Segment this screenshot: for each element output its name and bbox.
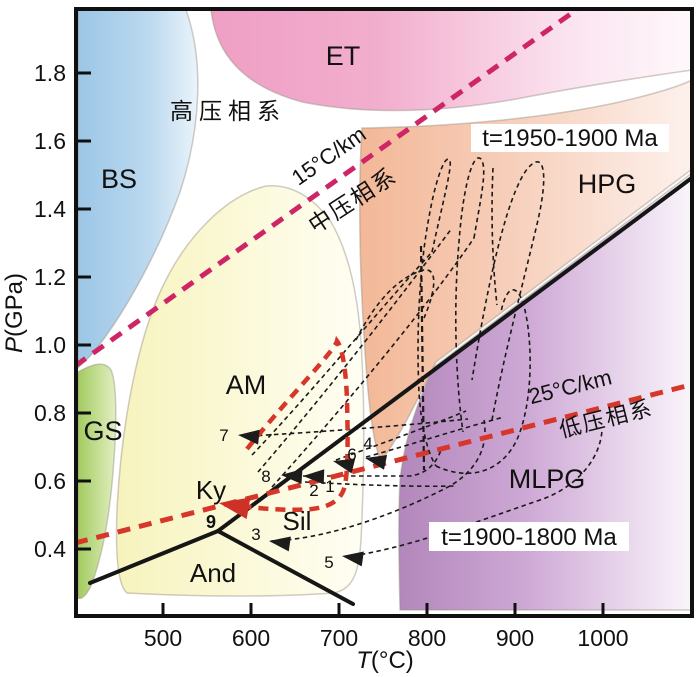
label-am: AM [226,370,267,400]
label-kyanite: Ky [196,475,226,505]
y-tick-label: 1.4 [34,196,66,222]
pt-loop [417,158,452,467]
y-tick-label: 0.4 [34,536,66,562]
red-pt-path [239,335,350,513]
time-label-late-box [429,522,629,551]
path-label-4: 4 [363,434,372,453]
label-sillimanite: Sil [283,506,312,536]
pt-loop [257,227,453,473]
and-sil-boundary [216,529,355,606]
x-tick-label: 900 [496,625,534,651]
pt-path-tail-1 [303,449,442,477]
y-tick-label: 1.6 [34,128,66,154]
x-tick-label: 800 [408,625,446,651]
pt-loop [355,269,435,341]
pt-loop [251,251,433,456]
y-axis-title: P(GPa) [1,273,28,353]
arrowhead-path-8 [281,468,303,484]
path-label-6: 6 [347,445,356,464]
pt-loop [435,289,531,475]
arrowhead-path-6 [333,458,356,474]
label-et: ET [326,41,361,71]
arrowhead-path-5 [342,551,364,567]
y-tick-label: 0.6 [34,468,66,494]
field-bs-blueschist [77,10,199,370]
pt-path-tail-6 [335,410,467,461]
path-label-7: 7 [219,426,228,445]
time-label-late: t=1900-1800 Ma [441,524,617,551]
x-axis-title: T(°C) [356,647,414,674]
pt-loop [419,245,426,471]
field-et-eclogite [210,10,691,112]
pt-path-tail-2 [304,481,456,488]
path-label-9: 9 [206,512,216,532]
x-tick-label: 600 [232,625,270,651]
y-tick-label: 1.0 [34,332,66,358]
label-gs: GS [83,416,122,446]
y-tick-label: 1.8 [34,60,66,86]
x-tick-label: 700 [320,625,358,651]
label-high-pressure-series: 高压相系 [170,98,286,124]
field-mlpg-granulite [398,172,691,611]
ky-and-boundary [88,529,220,585]
path-label-5: 5 [324,553,333,572]
plot-frame [74,7,694,618]
path-label-8: 8 [261,467,270,486]
pt-loop [491,167,498,306]
pt-path-tail-4 [365,416,505,458]
arrowhead-path-9-red [219,497,251,520]
pt-loop [271,237,475,488]
pt-path-tail-7 [249,418,469,437]
label-geotherm-15: 15°C/km [287,121,371,190]
arrowhead-path-1-2 [303,469,325,485]
arrowhead-path-4 [365,455,388,470]
pt-loop [454,157,485,433]
label-andalusite: And [190,558,236,588]
label-bs: BS [101,164,137,194]
time-label-early-box [471,124,669,152]
x-tick-label: 1000 [577,625,628,651]
x-tick-label: 500 [144,625,182,651]
time-label-early: t=1950-1900 Ma [482,125,658,152]
field-am-amphibolite [115,185,365,597]
pt-path-tail-3 [270,419,486,542]
path-label-3: 3 [251,525,260,544]
geotherm-15-line [77,10,581,368]
path-label-1: 1 [325,477,334,496]
path-label-2: 2 [309,481,318,500]
label-mlpg: MLPG [509,464,586,494]
label-hpg: HPG [578,169,637,199]
y-tick-label: 1.2 [34,264,66,290]
arrowhead-path-3 [269,536,291,552]
y-tick-label: 0.8 [34,400,66,426]
arrowhead-path-7 [238,429,260,445]
pt-path-tail-5 [344,429,603,558]
